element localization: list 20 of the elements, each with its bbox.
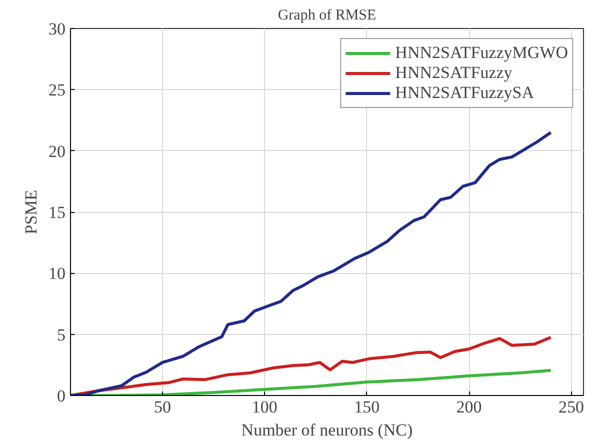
- legend-label: HNN2SATFuzzySA: [395, 83, 534, 103]
- y-tick-label: 0: [57, 386, 66, 406]
- chart-title: Graph of RMSE: [278, 8, 376, 24]
- y-tick-label: 15: [48, 203, 66, 222]
- x-tick-label: 200: [456, 398, 482, 416]
- legend-label: HNN2SATFuzzyMGWO: [395, 43, 568, 63]
- y-tick-label: 20: [48, 142, 66, 161]
- y-tick-label: 30: [48, 20, 66, 38]
- legend-label: HNN2SATFuzzy: [395, 63, 512, 83]
- y-tick-label: 5: [57, 325, 66, 344]
- x-axis-title: Number of neurons (NC): [241, 420, 413, 440]
- x-tick-label: 50: [154, 398, 171, 416]
- x-tick-label: 150: [354, 398, 380, 416]
- x-tick-label: 100: [252, 398, 278, 416]
- y-tick-label: 10: [48, 264, 66, 284]
- y-axis-title: PSME: [22, 190, 40, 234]
- line-series: [70, 336, 552, 396]
- line-series: [70, 130, 552, 396]
- x-tick-label: 250: [558, 398, 584, 416]
- y-tick-label: 25: [48, 80, 66, 100]
